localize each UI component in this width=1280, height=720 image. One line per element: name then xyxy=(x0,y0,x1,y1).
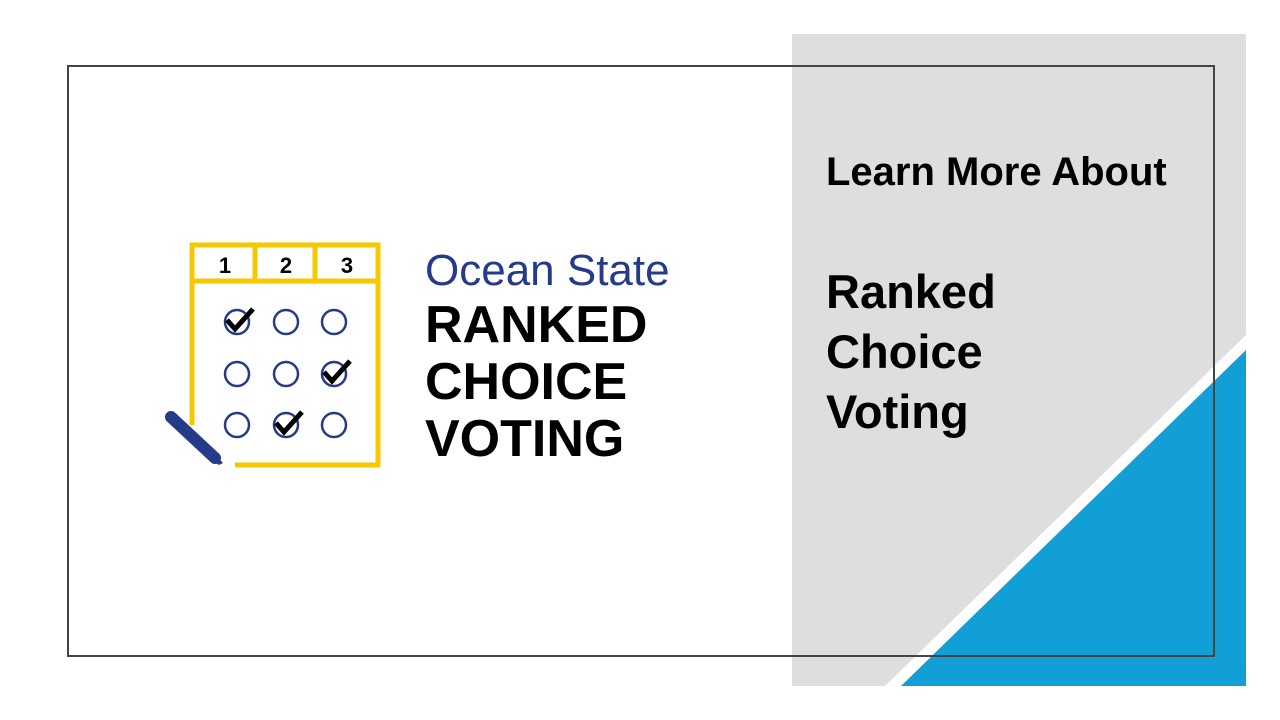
ballot-circle xyxy=(223,360,251,388)
logo-line: VOTING xyxy=(425,410,625,468)
ballot-icon: 1 2 3 xyxy=(165,242,381,468)
check-icon xyxy=(322,359,352,385)
logo-line: CHOICE xyxy=(425,353,628,411)
column-label: 3 xyxy=(341,253,353,278)
logo-rcv-text: RANKED CHOICE VOTING xyxy=(425,297,647,468)
column-label: 2 xyxy=(280,253,292,278)
blue-triangle xyxy=(901,350,1246,686)
heading: Learn More About xyxy=(826,150,1167,194)
title-line: Voting xyxy=(826,385,969,438)
ballot-circle xyxy=(272,308,300,336)
ocean-state-rcv-logo: 1 2 3 Ocean State RANKED CHOICE VOTING xyxy=(135,225,725,495)
logo-line: RANKED xyxy=(425,296,648,354)
check-icon xyxy=(274,410,304,436)
ballot-circle xyxy=(272,411,300,439)
ballot-circle xyxy=(320,411,348,439)
logo-ocean-state: Ocean State xyxy=(425,246,670,295)
title-line: Ranked xyxy=(826,265,996,318)
ballot-circle xyxy=(272,360,300,388)
ballot-circle xyxy=(320,360,348,388)
slide-frame xyxy=(67,65,1215,657)
title: Ranked Choice Voting xyxy=(826,262,996,442)
pen-icon xyxy=(165,411,223,465)
title-line: Choice xyxy=(826,325,983,378)
ballot-circle xyxy=(320,308,348,336)
ballot-circle xyxy=(223,411,251,439)
ballot-circle xyxy=(223,308,251,336)
column-label: 1 xyxy=(219,253,231,278)
check-icon xyxy=(225,307,255,333)
